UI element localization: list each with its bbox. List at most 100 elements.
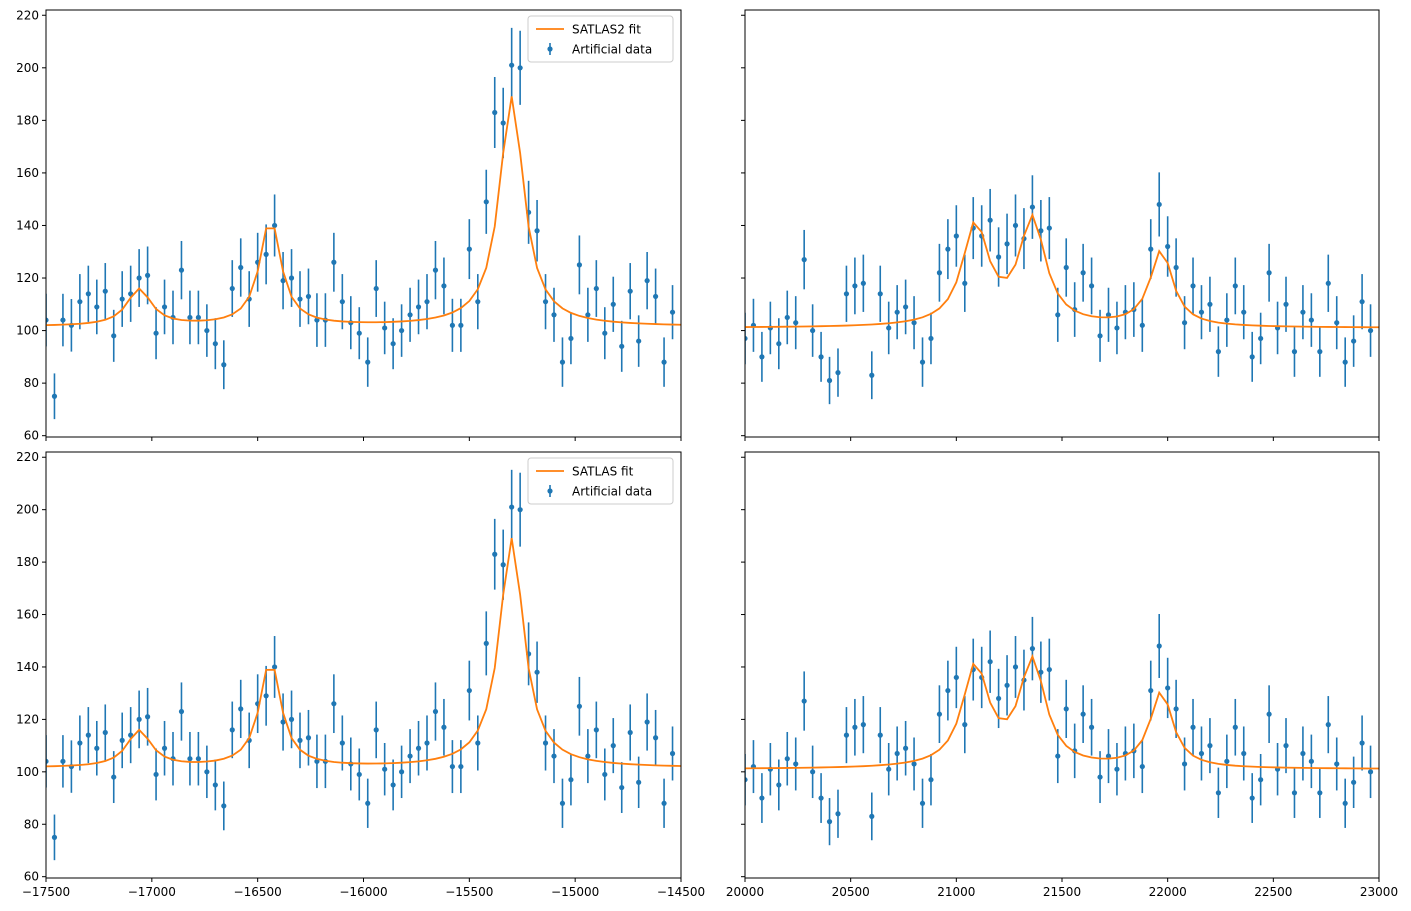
data-point: [559, 359, 566, 365]
data-point: [1055, 753, 1061, 759]
data-point: [593, 727, 599, 733]
data-point: [339, 740, 345, 746]
data-point: [835, 811, 841, 817]
data-point: [784, 314, 790, 321]
data-point: [1105, 312, 1112, 318]
data-point: [894, 750, 900, 757]
fit-line: [745, 653, 1379, 770]
data-point: [576, 262, 583, 268]
data-point: [1367, 327, 1374, 334]
data-point: [542, 740, 549, 746]
data-point: [636, 779, 642, 785]
data-point: [331, 701, 337, 707]
data-point: [1283, 301, 1289, 307]
data-point: [826, 377, 833, 384]
data-point: [962, 280, 968, 286]
y-tick-label: 160: [16, 166, 39, 180]
data-point: [669, 309, 676, 315]
data-point: [928, 335, 934, 342]
data-point: [1308, 758, 1314, 764]
data-point: [759, 795, 765, 801]
data-point: [576, 703, 583, 709]
x-tick-label: −16000: [339, 885, 387, 899]
data-point: [1258, 777, 1264, 783]
data-point: [602, 771, 608, 778]
data-point: [534, 228, 540, 234]
plot-area: [745, 172, 1379, 405]
data-point: [801, 257, 807, 263]
data-point: [94, 745, 100, 751]
data-point: [636, 338, 642, 344]
data-point: [424, 740, 430, 746]
y-tick-label: 160: [16, 608, 39, 622]
data-point: [415, 745, 422, 751]
y-tick-label: 200: [16, 61, 39, 75]
data-point: [551, 753, 557, 759]
data-point: [661, 359, 667, 365]
y-tick-label: 60: [24, 429, 39, 443]
data-point: [263, 251, 269, 257]
data-point: [1139, 322, 1145, 328]
data-point: [51, 393, 58, 399]
data-point: [1359, 299, 1365, 305]
panel-top-left: 60 80 100 120 140 160 180 200 220 SATLAS2 fit Arti…: [16, 8, 682, 443]
data-point: [1097, 774, 1103, 780]
data-point: [517, 507, 523, 513]
legend-frame: [527, 15, 674, 63]
data-point: [585, 312, 591, 318]
y-tick-label: 120: [16, 271, 39, 285]
y-tick-label: 100: [16, 324, 39, 338]
data-point: [85, 732, 91, 738]
data-point: [1038, 669, 1044, 675]
data-point: [136, 716, 142, 722]
fit-line: [745, 212, 1379, 329]
data-point: [801, 698, 807, 704]
data-point: [178, 708, 185, 715]
data-point: [1342, 800, 1348, 806]
y-tick-label: 120: [16, 712, 39, 726]
data-point: [517, 65, 523, 71]
data-point: [1283, 743, 1289, 749]
data-point: [466, 246, 472, 252]
data-point: [1266, 711, 1272, 717]
x-tick-label: 20000: [726, 885, 764, 899]
data-point: [1351, 338, 1357, 344]
data-point: [1173, 264, 1179, 271]
data-point: [1334, 761, 1340, 767]
data-point: [903, 304, 909, 310]
data-point: [1224, 317, 1230, 323]
data-point: [382, 325, 388, 331]
data-point: [1105, 753, 1112, 759]
data-point: [297, 296, 303, 302]
y-tick-label: 60: [24, 870, 39, 884]
data-point: [492, 109, 498, 116]
data-point: [221, 803, 227, 809]
data-point: [1181, 320, 1188, 326]
data-point: [1055, 312, 1061, 318]
data-point: [1207, 743, 1213, 749]
data-point: [661, 800, 667, 806]
data-point: [153, 330, 159, 336]
data-point: [835, 370, 841, 376]
data-point: [161, 304, 168, 310]
data-point: [810, 769, 816, 775]
data-point: [212, 341, 218, 347]
data-point: [843, 291, 850, 297]
data-point: [1300, 309, 1306, 315]
data-point: [1232, 283, 1238, 289]
data-point: [936, 711, 943, 717]
data-point: [390, 782, 396, 788]
data-point: [953, 674, 959, 681]
y-tick-label: 80: [24, 817, 39, 831]
data-point: [111, 774, 117, 780]
data-point: [928, 777, 934, 783]
data-point: [399, 769, 405, 775]
x-tick-label: 23000: [1360, 885, 1398, 899]
data-point: [500, 562, 506, 568]
y-tick-label: 140: [16, 218, 39, 232]
data-point: [1334, 320, 1340, 326]
data-point: [818, 795, 824, 801]
data-point: [886, 766, 892, 772]
data-point: [272, 664, 278, 670]
